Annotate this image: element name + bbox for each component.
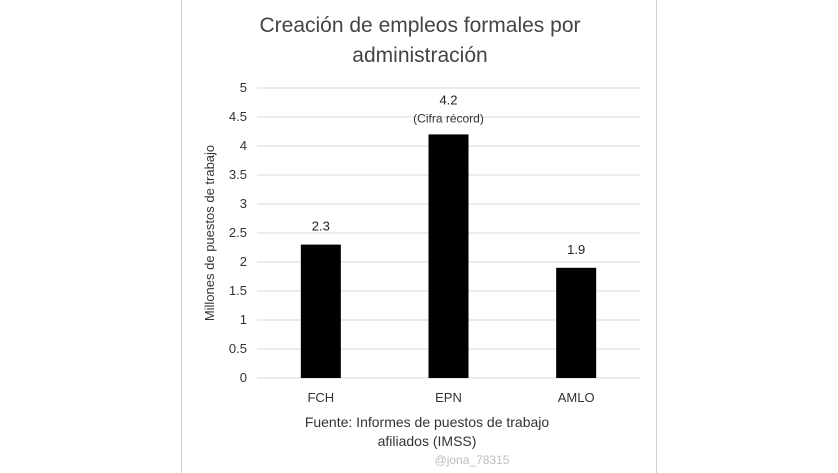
y-tick-label: 2.5 [229,225,247,240]
source-note-line-2: afiliados (IMSS) [378,433,477,449]
bar-amlo [556,267,597,378]
bar-epn [428,134,469,378]
bar-fch [300,244,341,378]
y-tick-label: 2 [240,254,247,269]
chart-title-line-2: administración [352,44,487,67]
x-category-amlo: AMLO [558,390,595,405]
data-label-fch: 2.3 [312,219,330,234]
y-axis-label: Millones de puestos de trabajo [202,145,217,321]
data-label-amlo: 1.9 [567,242,585,257]
source-note-line-1: Fuente: Informes de puestos de trabajo [305,414,550,430]
annotation-epn: (Cifra récord) [413,111,484,125]
y-axis-ticks: 0 0.5 1 1.5 2 2.5 3 3.5 4 4.5 5 [229,80,247,385]
y-tick-label: 1.5 [229,283,247,298]
x-category-fch: FCH [307,390,334,405]
y-tick-label: 0.5 [229,341,247,356]
bar-chart: Creación de empleos formales por adminis… [202,14,640,467]
data-label-epn: 4.2 [439,92,457,107]
y-tick-label: 4.5 [229,109,247,124]
y-tick-label: 1 [240,312,247,327]
y-tick-label: 5 [240,80,247,95]
chart-title-line-1: Creación de empleos formales por [260,14,581,37]
watermark: @jona_78315 [435,453,510,467]
y-tick-label: 3.5 [229,167,247,182]
chart-card: Creación de empleos formales por adminis… [181,0,657,473]
y-tick-label: 0 [240,370,247,385]
y-tick-label: 3 [240,196,247,211]
bars [300,134,597,378]
y-tick-label: 4 [240,138,247,153]
data-labels: 2.3 4.2 (Cifra récord) 1.9 [312,92,585,256]
x-category-epn: EPN [435,390,462,405]
x-axis-categories: FCH EPN AMLO [307,390,594,405]
